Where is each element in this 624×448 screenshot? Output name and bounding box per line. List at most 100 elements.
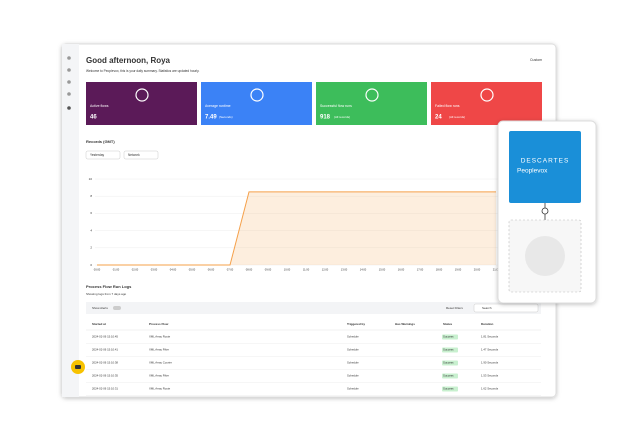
y-tick-label: 4	[90, 228, 92, 232]
x-tick-label: 05:00	[189, 268, 196, 272]
stat-unit: (All records)	[449, 115, 465, 119]
flow-link[interactable]: XML Array Filter	[149, 348, 169, 352]
table-cell: 2024-02-06 15:10:38	[92, 361, 118, 365]
table-cell: 1.81 Seconds	[481, 335, 499, 339]
column-header: Has Warnings	[395, 322, 415, 326]
table-cell: Success	[443, 335, 454, 339]
stat-icon	[135, 88, 149, 102]
flow-link[interactable]: XML Array Route	[149, 387, 171, 391]
custom-button[interactable]: Custom	[530, 58, 542, 62]
stat-unit: (Seconds)	[219, 115, 233, 119]
section-title: Records (GMT)	[86, 139, 115, 144]
column-header: Status	[443, 322, 453, 326]
x-tick-label: 16:00	[398, 268, 405, 272]
nav-icon[interactable]	[67, 92, 71, 96]
table-cell: 1.62 Seconds	[481, 387, 499, 391]
reset-filters[interactable]: Reset Filters	[446, 306, 463, 310]
status-badge	[442, 373, 458, 379]
table-cell: Schedule	[347, 348, 359, 352]
filter-label: Yesterday	[90, 153, 104, 157]
y-tick-label: 10	[89, 177, 93, 181]
flow-link[interactable]: XML Array Courier	[149, 361, 172, 365]
table-cell: Schedule	[347, 335, 359, 339]
brand-tile	[509, 131, 581, 203]
product-name: Peoplevox	[517, 168, 548, 175]
flow-link[interactable]: XML Array Route	[149, 335, 171, 339]
x-tick-label: 13:00	[341, 268, 348, 272]
x-tick-label: 18:00	[436, 268, 443, 272]
table-cell: 1.47 Seconds	[481, 348, 499, 352]
stat-label: Successful flow runs	[320, 104, 352, 108]
table-cell: Success	[443, 374, 454, 378]
x-tick-label: 07:00	[227, 268, 234, 272]
stat-value: 918	[320, 115, 331, 121]
table-cell: 2024-02-06 15:10:45	[92, 335, 118, 339]
flow-link[interactable]: XML Array Filter	[149, 374, 169, 378]
x-tick-label: 14:00	[360, 268, 367, 272]
area	[97, 191, 496, 265]
stat-value: 24	[435, 115, 442, 121]
y-tick-label: 2	[90, 246, 92, 250]
nav-icon[interactable]	[67, 106, 71, 110]
x-tick-label: 21:00	[493, 268, 500, 272]
nav-icon[interactable]	[67, 68, 71, 72]
connector-node	[541, 207, 549, 215]
status-badge	[442, 347, 458, 353]
y-tick-label: 0	[90, 263, 92, 267]
stat-value: 46	[90, 115, 97, 121]
search-placeholder: Search	[482, 306, 492, 310]
stat-unit: (All records)	[334, 115, 350, 119]
x-tick-label: 20:00	[474, 268, 481, 272]
table-cell: 1.90 Seconds	[481, 361, 499, 365]
x-tick-label: 02:00	[132, 268, 139, 272]
x-tick-label: 00:00	[94, 268, 101, 272]
toggle-label: Show Alerts	[92, 306, 108, 310]
y-tick-label: 6	[90, 211, 92, 215]
search-box[interactable]	[473, 303, 539, 313]
page-subtitle: Welcome to Peoplevox, this is your daily…	[86, 69, 199, 73]
x-tick-label: 01:00	[113, 268, 120, 272]
table-cell: 1.53 Seconds	[481, 374, 499, 378]
x-tick-label: 10:00	[284, 268, 291, 272]
x-tick-label: 11:00	[303, 268, 310, 272]
filter-label: Network	[128, 153, 140, 157]
x-tick-label: 19:00	[455, 268, 462, 272]
table-cell: Schedule	[347, 374, 359, 378]
x-tick-label: 03:00	[151, 268, 158, 272]
x-tick-label: 12:00	[322, 268, 329, 272]
status-badge	[442, 334, 458, 340]
stat-icon	[250, 88, 264, 102]
chat-icon	[75, 365, 81, 369]
x-tick-label: 17:00	[417, 268, 424, 272]
table-cell: Success	[443, 361, 454, 365]
table-cell: 2024-02-06 15:10:31	[92, 387, 118, 391]
nav-icon[interactable]	[67, 80, 71, 84]
toggle[interactable]	[113, 306, 121, 310]
filter-dropdown[interactable]	[85, 150, 121, 160]
stat-label: Failed flow runs	[435, 104, 460, 108]
column-header: Duration	[481, 322, 494, 326]
stat-icon	[480, 88, 494, 102]
x-tick-label: 08:00	[246, 268, 253, 272]
status-badge	[442, 386, 458, 392]
filter-dropdown[interactable]	[123, 150, 159, 160]
stat-label: Average runtime	[205, 104, 231, 108]
line	[97, 191, 496, 266]
table-cell: 2024-02-06 15:10:35	[92, 374, 118, 378]
column-header: Triggered by	[347, 322, 365, 326]
filter-bar	[86, 302, 541, 314]
nav-icon[interactable]	[67, 56, 71, 60]
table-cell: Schedule	[347, 361, 359, 365]
section-subtitle: Showing logs from 7 days ago	[86, 292, 127, 296]
status-badge	[442, 360, 458, 366]
brand-name: DESCARTES	[521, 158, 570, 165]
section-title: Process Flow Run Logs	[86, 284, 132, 289]
stat-label: Active flows	[90, 104, 109, 108]
sidebar	[62, 44, 79, 397]
table-cell: 2024-02-06 15:10:41	[92, 348, 118, 352]
table-cell: Success	[443, 387, 454, 391]
page-title: Good afternoon, Roya	[86, 56, 171, 65]
x-tick-label: 06:00	[208, 268, 215, 272]
table-cell: Schedule	[347, 387, 359, 391]
